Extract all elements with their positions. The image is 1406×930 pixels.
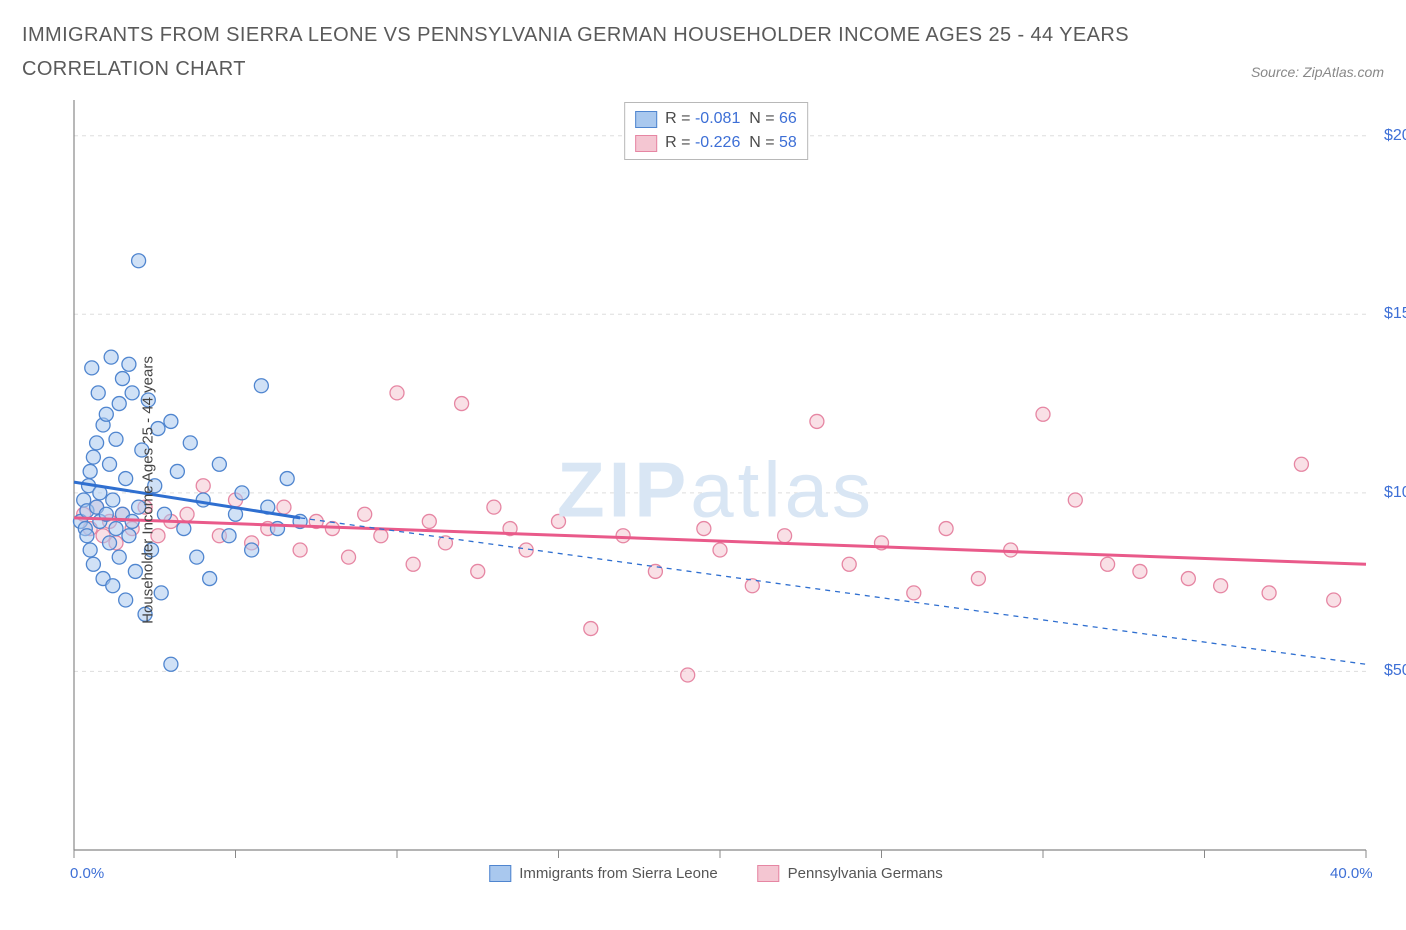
stats-row-blue: R = -0.081 N = 66 <box>635 107 797 131</box>
stats-row-pink: R = -0.226 N = 58 <box>635 131 797 155</box>
series-legend: Immigrants from Sierra Leone Pennsylvani… <box>489 865 942 882</box>
chart-area: ZIPatlas Householder Income Ages 25 - 44… <box>46 100 1386 880</box>
y-tick-label: $150,000 <box>1384 305 1406 323</box>
legend-label-blue: Immigrants from Sierra Leone <box>519 865 717 882</box>
swatch-blue-icon <box>489 865 511 882</box>
source-label: Source: ZipAtlas.com <box>1251 64 1384 86</box>
x-min-label: 0.0% <box>70 865 104 882</box>
legend-item-blue: Immigrants from Sierra Leone <box>489 865 717 882</box>
legend-item-pink: Pennsylvania Germans <box>758 865 943 882</box>
legend-label-pink: Pennsylvania Germans <box>788 865 943 882</box>
y-tick-label: $200,000 <box>1384 127 1406 145</box>
header: IMMIGRANTS FROM SIERRA LEONE VS PENNSYLV… <box>0 0 1406 90</box>
y-axis-label: Householder Income Ages 25 - 44 years <box>139 356 156 624</box>
swatch-pink <box>635 135 657 152</box>
swatch-blue <box>635 111 657 128</box>
swatch-pink-icon <box>758 865 780 882</box>
x-max-label: 40.0% <box>1330 865 1373 882</box>
chart-title: IMMIGRANTS FROM SIERRA LEONE VS PENNSYLV… <box>22 18 1142 86</box>
stats-legend: R = -0.081 N = 66 R = -0.226 N = 58 <box>624 102 808 160</box>
y-tick-label: $100,000 <box>1384 484 1406 502</box>
scatter-plot-svg <box>46 100 1386 880</box>
y-tick-label: $50,000 <box>1384 662 1406 680</box>
